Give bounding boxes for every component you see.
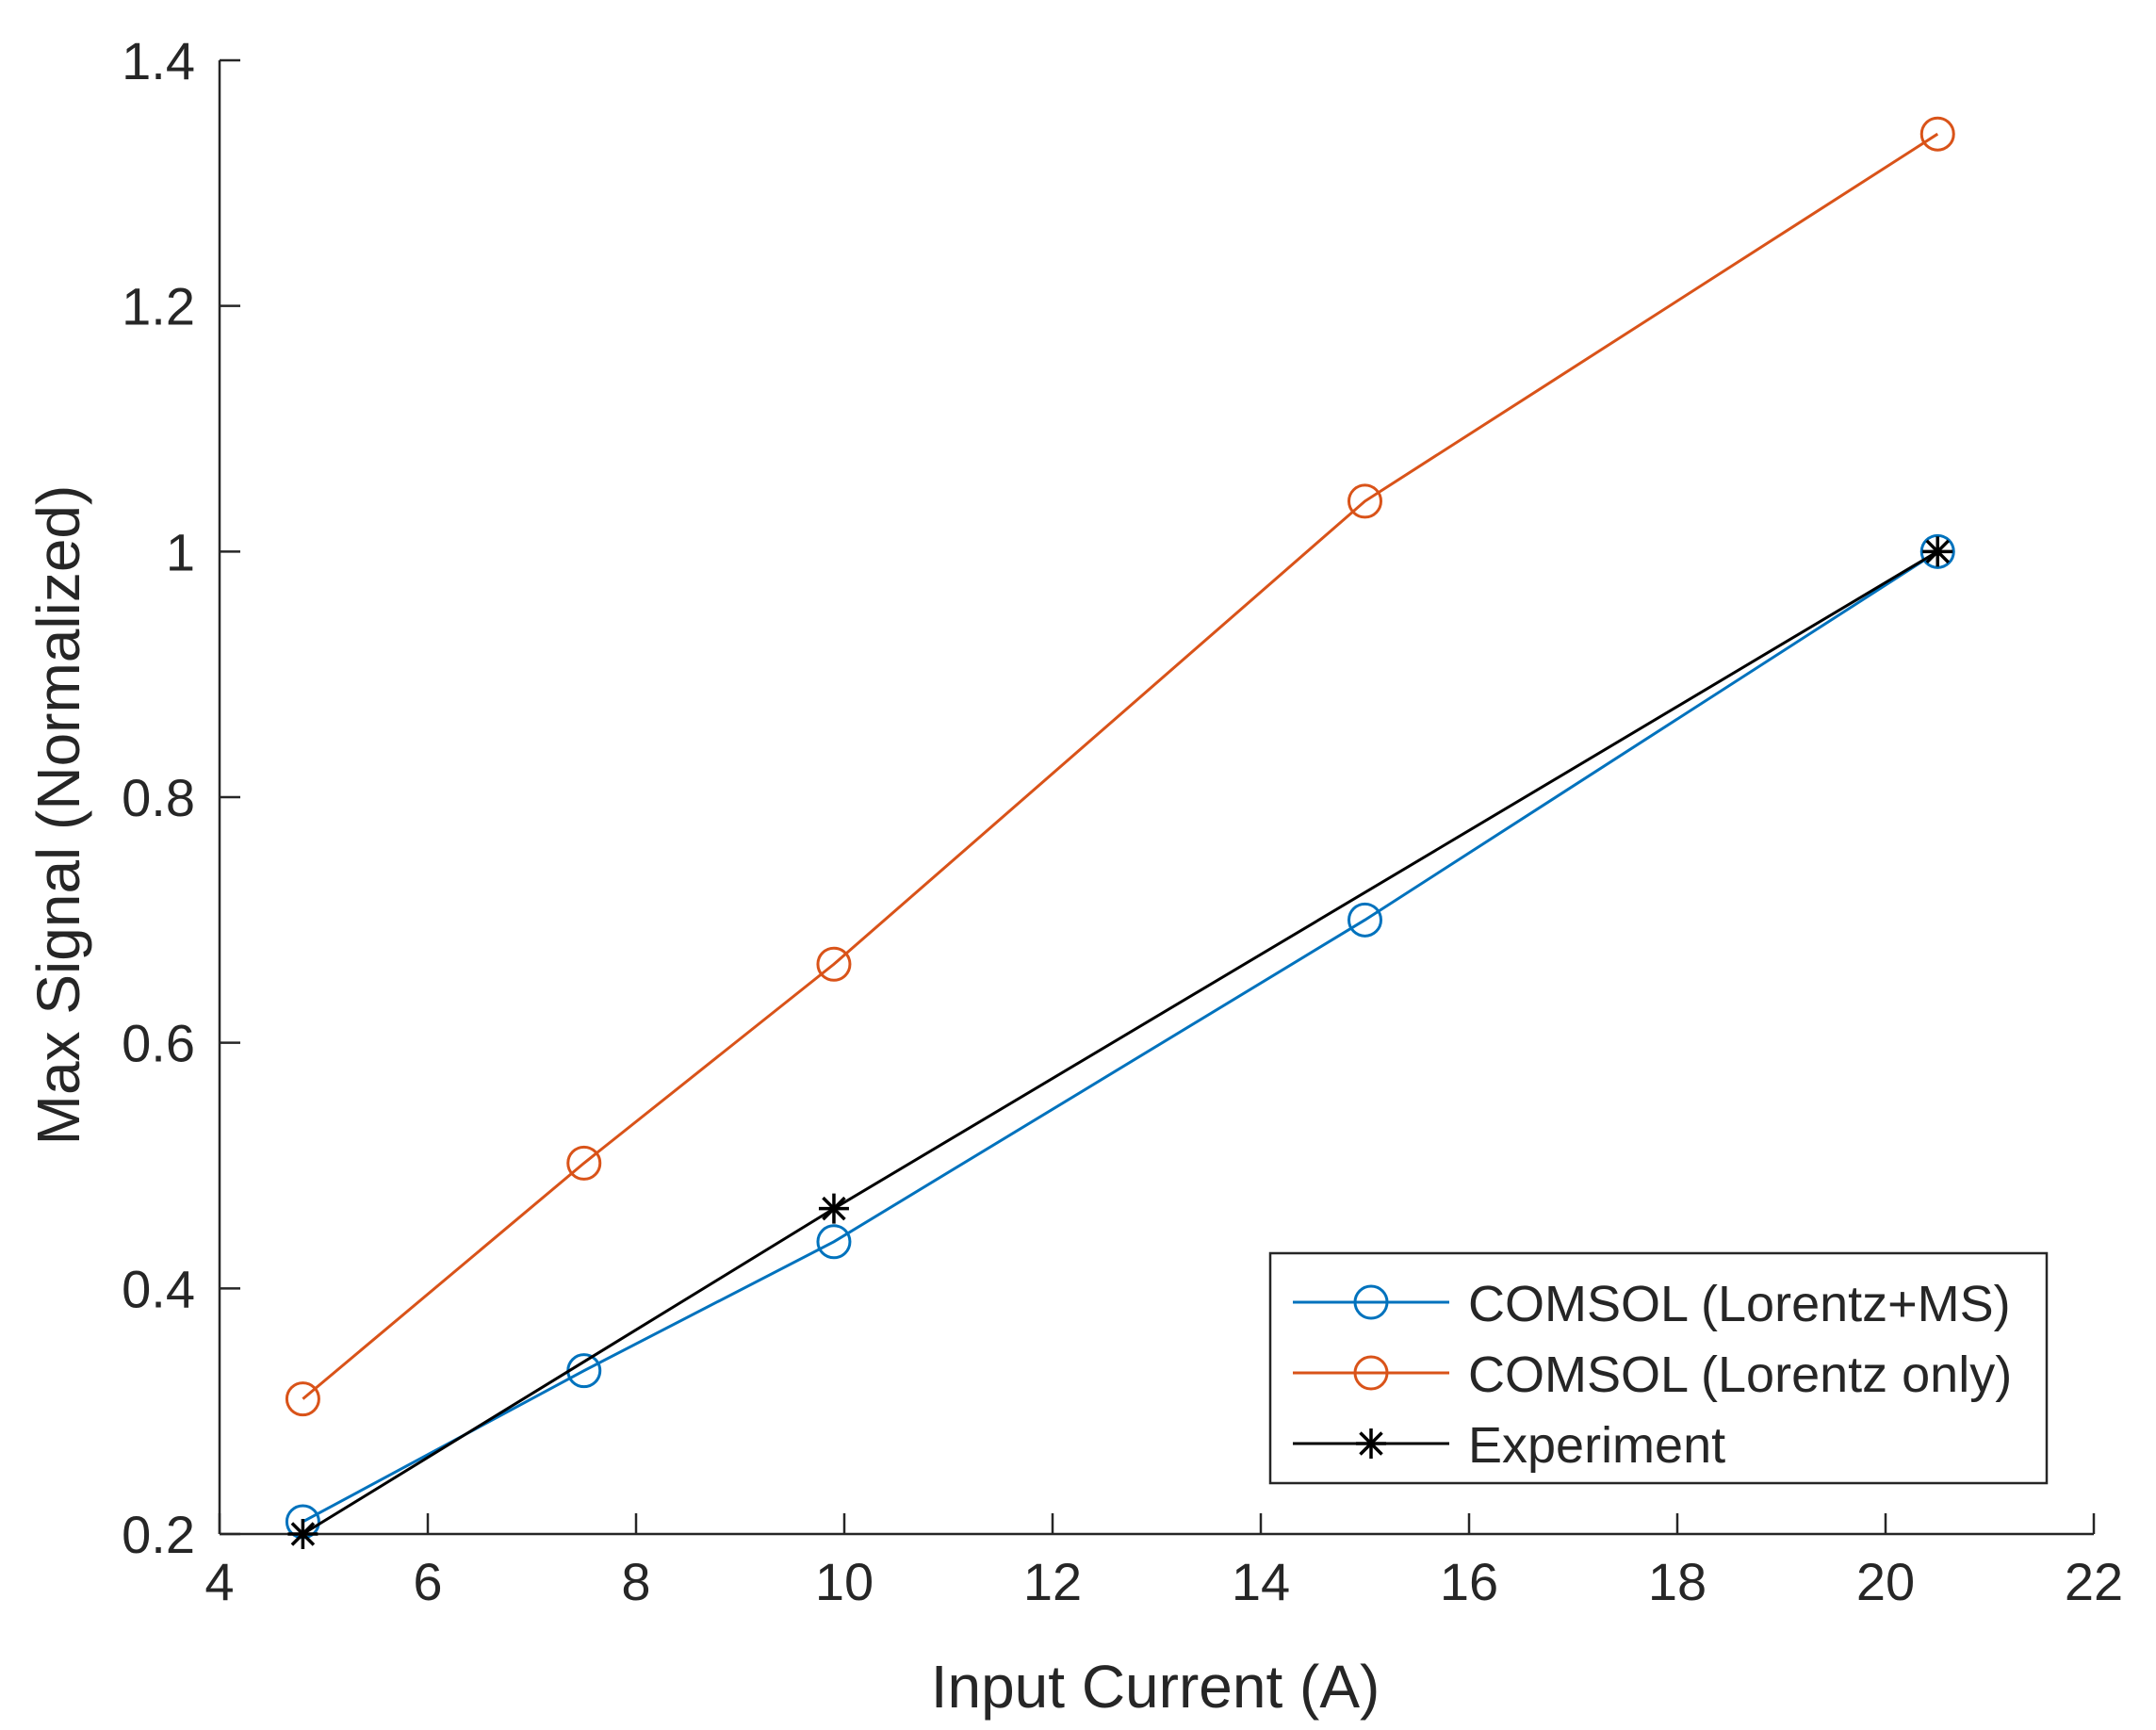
legend: COMSOL (Lorentz+MS) COMSOL (Lorentz only)… [1268,1251,2049,1485]
data-point [816,946,852,982]
x-tick-label: 20 [1856,1552,1915,1611]
x-tick-label: 6 [413,1552,442,1611]
data-point [816,1224,852,1260]
data-point [818,1193,849,1224]
legend-entry: Experiment [1293,1417,1725,1474]
legend-label: COMSOL (Lorentz+MS) [1468,1276,2011,1332]
x-tick-label: 14 [1232,1552,1290,1611]
y-axis-label: Max Signal (Normalized) [24,485,92,1146]
y-tick-label: 0.6 [122,1014,195,1073]
series-line [302,550,1939,1524]
data-point [1356,1428,1386,1459]
axes: 4 6 8 10 12 14 16 18 20 22 0.2 0.4 0.6 0.8 1 1.2 1.4 [122,31,2123,1611]
x-tick-label: 12 [1023,1552,1082,1611]
y-tick-label: 1.2 [122,277,195,336]
series-line [302,132,1939,1400]
data-point [285,1381,320,1417]
x-tick-label: 4 [204,1552,234,1611]
plot-area [285,116,1955,1549]
series-experiment [287,536,1953,1549]
data-point [566,1145,602,1181]
legend-label: COMSOL (Lorentz only) [1468,1346,2012,1403]
y-tick-label: 1.4 [122,31,195,90]
series-comsol-lorentz-only [285,116,1955,1417]
x-axis-label: Input Current (A) [931,1653,1380,1721]
x-tick-label: 10 [815,1552,874,1611]
data-point [1919,533,1955,569]
x-tick-label: 16 [1440,1552,1498,1611]
y-tick-label: 0.2 [122,1505,195,1564]
x-tick-label: 22 [2065,1552,2123,1611]
data-point [287,1519,318,1549]
y-tick-label: 1 [166,522,195,581]
y-tick-label: 0.8 [122,768,195,827]
data-point [1353,1284,1389,1320]
data-point [1353,1355,1389,1391]
x-tick-label: 8 [621,1552,650,1611]
legend-entry: COMSOL (Lorentz only) [1293,1346,2012,1403]
data-point [1922,536,1953,567]
x-tick-label: 18 [1648,1552,1707,1611]
data-point [1348,902,1382,938]
legend-label: Experiment [1468,1417,1725,1474]
data-point [1919,116,1955,152]
data-point [1348,483,1382,519]
legend-entry: COMSOL (Lorentz+MS) [1293,1276,2011,1332]
y-tick-label: 0.4 [122,1259,195,1318]
